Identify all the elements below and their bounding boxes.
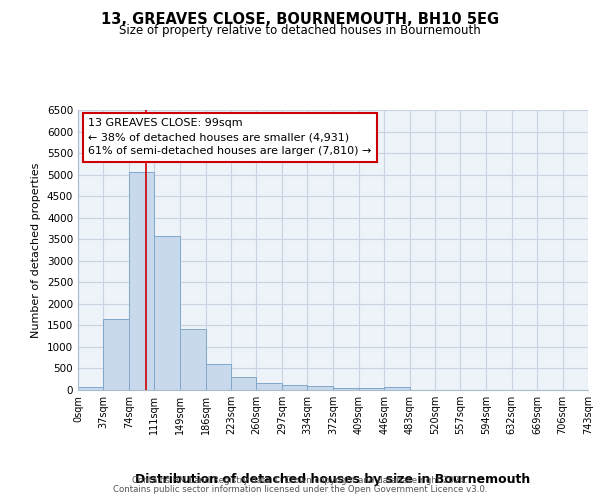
Bar — [180, 329, 206, 390]
Bar — [231, 377, 256, 390]
Text: 13 GREAVES CLOSE: 99sqm
← 38% of detached houses are smaller (4,931)
61% of semi: 13 GREAVES CLOSE: 99sqm ← 38% of detache… — [88, 118, 371, 156]
Bar — [256, 384, 282, 390]
Bar — [154, 236, 180, 390]
Bar — [206, 364, 231, 390]
Bar — [384, 388, 410, 390]
Text: 13, GREAVES CLOSE, BOURNEMOUTH, BH10 5EG: 13, GREAVES CLOSE, BOURNEMOUTH, BH10 5EG — [101, 12, 499, 28]
Y-axis label: Number of detached properties: Number of detached properties — [31, 162, 41, 338]
Bar — [129, 172, 154, 390]
Bar — [103, 319, 129, 390]
Text: Size of property relative to detached houses in Bournemouth: Size of property relative to detached ho… — [119, 24, 481, 37]
Text: Contains public sector information licensed under the Open Government Licence v3: Contains public sector information licen… — [113, 485, 487, 494]
X-axis label: Distribution of detached houses by size in Bournemouth: Distribution of detached houses by size … — [136, 473, 530, 486]
Bar — [78, 387, 103, 390]
Bar — [359, 388, 384, 390]
Bar — [307, 386, 334, 390]
Bar — [334, 388, 359, 390]
Bar — [282, 385, 307, 390]
Text: Contains HM Land Registry data © Crown copyright and database right 2024.: Contains HM Land Registry data © Crown c… — [132, 476, 468, 485]
